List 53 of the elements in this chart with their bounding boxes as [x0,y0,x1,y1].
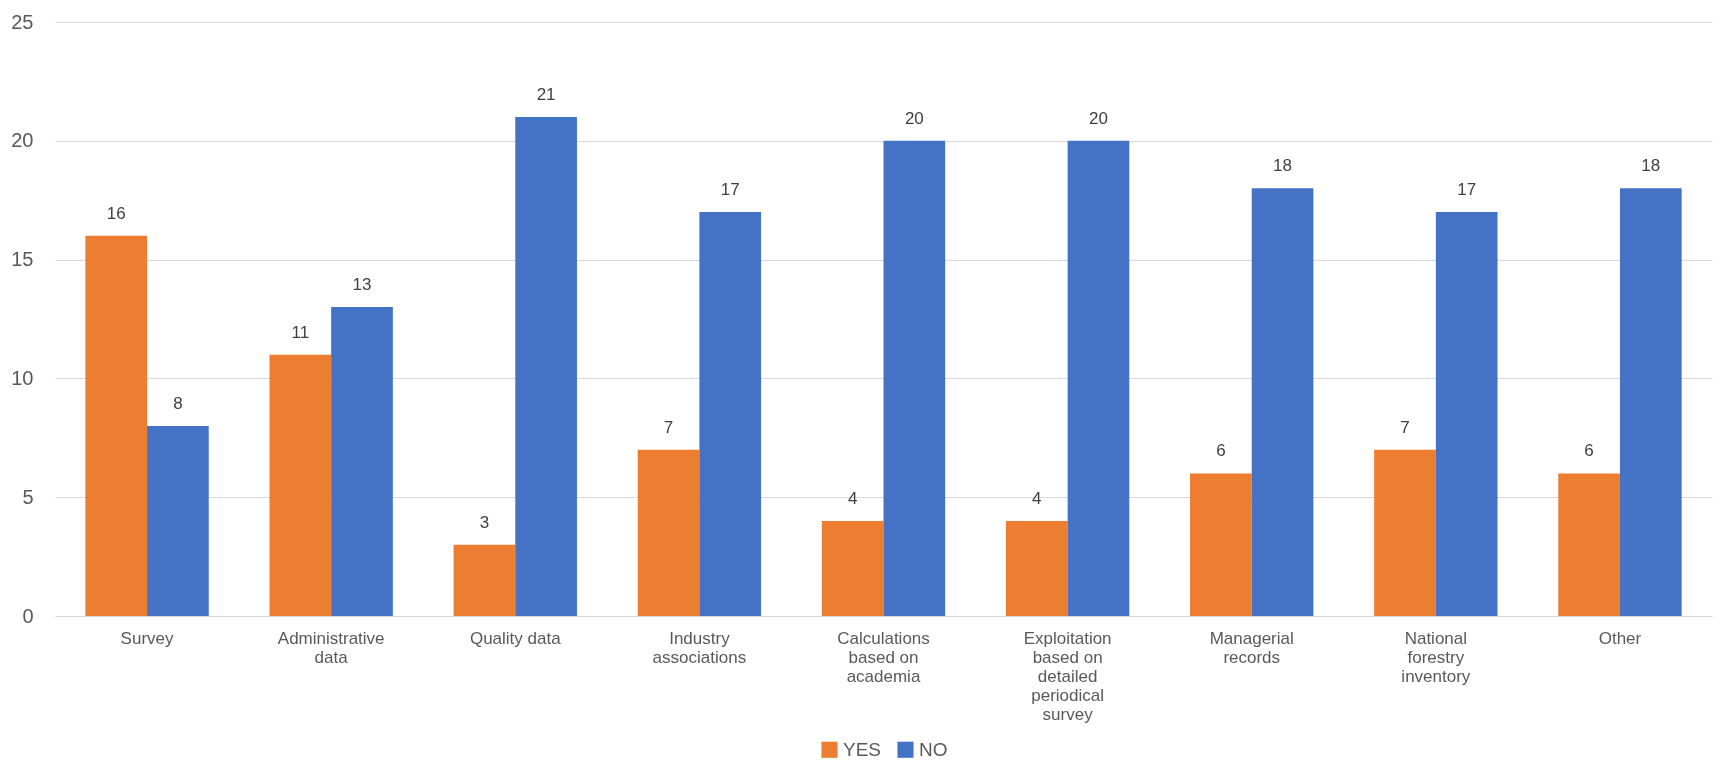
data-label: 3 [479,512,490,532]
bar [331,307,393,616]
data-label: 13 [352,275,372,295]
x-tick-label: Calculations based on academia [837,628,930,686]
data-label: 4 [847,488,858,508]
bar [637,449,700,616]
data-label: 21 [536,85,556,105]
data-label: 4 [1032,488,1042,508]
bar [1619,188,1682,616]
legend-label: YES [843,738,882,760]
bar [1558,473,1620,616]
bar [1374,449,1436,616]
y-tick-label: 20 [11,129,34,152]
y-tick-label: 5 [22,485,34,508]
bar [515,117,577,616]
bar [1190,473,1252,616]
data-label: 6 [1216,441,1226,461]
data-label: 7 [1400,417,1410,437]
x-tick-label: Managerial records [1209,628,1294,667]
x-tick-label: Other [1598,628,1642,648]
data-label: 16 [106,203,126,223]
x-tick-label: National forestry inventory [1401,628,1471,686]
bar [1067,140,1130,616]
bar [269,354,332,616]
y-tick-label: 25 [11,10,34,33]
data-label: 17 [1457,180,1477,200]
data-label: 8 [173,393,183,413]
x-tick-label: Exploitation based on detailed periodical survey [1023,628,1112,724]
data-label: 18 [1641,156,1661,176]
bar [1005,520,1068,616]
data-label: 18 [1273,156,1293,176]
x-tick-label: Administrative data [277,628,385,667]
data-label: 11 [291,322,310,342]
x-tick-label: Industry associations [652,628,747,667]
bar [699,212,762,616]
bar [85,235,148,616]
data-label: 17 [720,180,740,200]
bar [883,140,946,616]
bar [453,544,516,616]
x-tick-label: Survey [120,628,174,648]
data-label: 20 [1088,108,1108,128]
legend-label: NO [919,738,948,760]
bar [1435,212,1498,616]
y-tick-label: 15 [11,248,34,271]
data-label: 6 [1584,441,1594,461]
y-tick-label: 10 [11,366,34,389]
y-tick-label: 0 [22,604,34,627]
x-tick-label: Quality data [469,628,562,648]
bar [147,425,209,616]
bar [1251,188,1314,616]
bar [821,520,884,616]
data-label: 20 [904,108,924,128]
data-label: 7 [663,417,674,437]
